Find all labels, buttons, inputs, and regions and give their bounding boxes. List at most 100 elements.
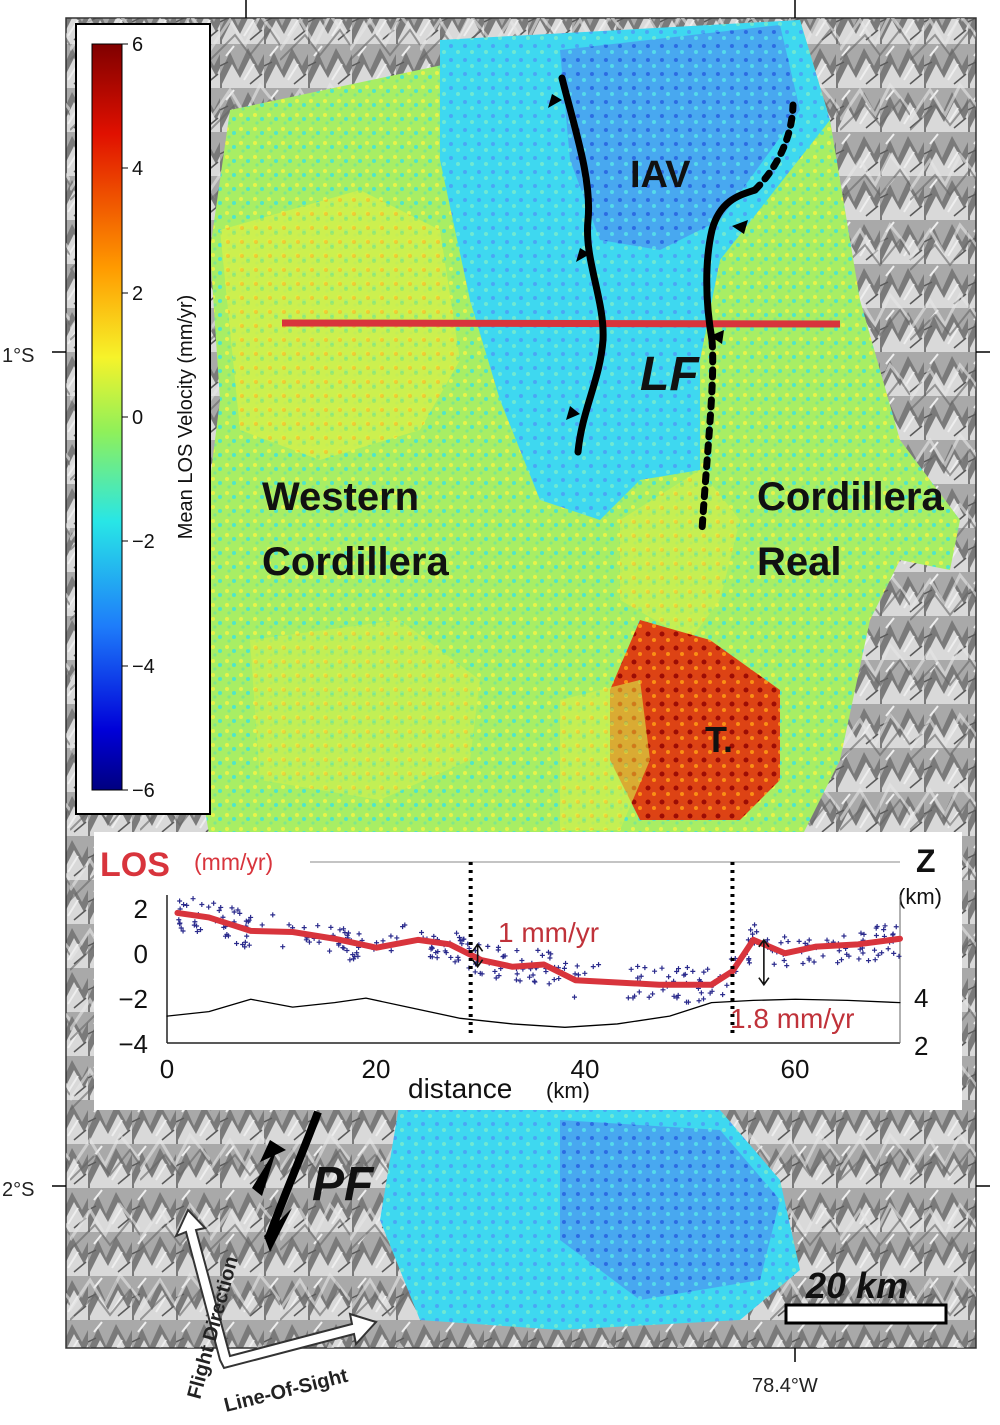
scatter-point <box>194 929 200 935</box>
scatter-point <box>514 971 520 977</box>
scatter-point <box>280 944 286 950</box>
label-western-cordillera: Cordillera <box>262 540 449 584</box>
scatter-point <box>199 901 205 907</box>
scatter-point <box>646 994 652 1000</box>
scatter-point <box>374 940 380 946</box>
y-tick: 0 <box>134 939 148 969</box>
scatter-point <box>477 970 483 976</box>
x-tick: 40 <box>571 1054 600 1084</box>
scatter-point <box>237 910 243 916</box>
fault-traces <box>558 74 797 534</box>
scatter-point <box>244 933 250 939</box>
scatter-point <box>885 946 891 952</box>
scatter-point <box>428 946 434 952</box>
z-unit: (km) <box>898 884 942 909</box>
offset-arrow <box>471 942 484 969</box>
scatter-point <box>896 953 902 959</box>
scale-bar-label: 20 km <box>805 1265 908 1306</box>
scatter-point <box>782 934 788 940</box>
scatter-point <box>434 955 440 961</box>
scatter-point <box>674 995 680 1001</box>
thrust-teeth <box>548 94 748 420</box>
scatter-point <box>698 990 704 996</box>
scatter-point <box>709 988 715 994</box>
scatter-point <box>337 927 343 933</box>
scatter-point <box>556 976 562 982</box>
scatter-point <box>841 933 847 939</box>
scatter-point <box>452 959 458 965</box>
scatter-point <box>596 962 602 968</box>
scatter-point <box>316 939 322 945</box>
scatter-point <box>496 973 502 979</box>
scatter-point <box>771 961 777 967</box>
scatter-point <box>222 933 228 939</box>
scatter-point <box>879 950 885 956</box>
colorbar-tick: 4 <box>132 158 143 180</box>
scatter-point <box>242 944 248 950</box>
annotation-step-1: 1 mm/yr <box>498 917 599 948</box>
los-title: LOS <box>100 846 170 884</box>
scatter-point <box>660 987 666 993</box>
scatter-point <box>882 923 888 929</box>
scatter-point <box>380 938 386 944</box>
los-velocity-line <box>174 909 903 988</box>
scatter-point <box>632 993 638 999</box>
scatter-point <box>765 937 771 943</box>
pf-fault <box>252 1110 322 1252</box>
lf-fault-inferred <box>698 336 717 534</box>
scatter-point <box>893 924 899 930</box>
scatter-point <box>388 933 394 939</box>
geometry-arrows <box>174 1208 378 1370</box>
scatter-point <box>890 931 896 937</box>
scatter-point <box>435 949 441 955</box>
scatter-point <box>752 922 758 928</box>
scatter-point <box>836 948 842 954</box>
scatter-point <box>519 957 525 963</box>
scatter-point <box>551 977 557 983</box>
scatter-point <box>194 923 200 929</box>
western-fault <box>558 74 607 456</box>
scatter-point <box>701 969 707 975</box>
scatter-point <box>785 939 791 945</box>
scatter-point <box>806 955 812 961</box>
scatter-point <box>211 900 217 906</box>
scatter-point <box>547 955 553 961</box>
lat-label-2s: 2°S <box>2 1179 34 1201</box>
colorbar: 6 4 2 0 −2 −4 −6 Mean LOS Velocity (mm/y… <box>75 23 211 815</box>
scatter-point <box>431 933 437 939</box>
scatter-point <box>820 953 826 959</box>
scatter-point <box>350 952 356 958</box>
label-cordillera-real-1: Cordillera <box>757 475 944 519</box>
scatter-point <box>270 912 276 918</box>
scatter-point <box>178 925 184 931</box>
scatter-point <box>545 949 551 955</box>
scatter-point <box>231 909 237 915</box>
label-pf: PF <box>312 1158 375 1211</box>
scatter-point <box>561 965 567 971</box>
colorbar-tick: 0 <box>132 407 143 429</box>
scatter-point <box>625 995 631 1001</box>
scatter-point <box>485 943 491 949</box>
scatter-point <box>590 964 596 970</box>
scatter-point <box>176 917 182 923</box>
scatter-point <box>574 963 580 969</box>
y-tick: 2 <box>134 894 148 924</box>
scatter-point <box>778 940 784 946</box>
z-tick: 2 <box>914 1031 928 1061</box>
scatter-point <box>857 946 863 952</box>
scatter-point <box>724 982 730 988</box>
scatter-point <box>650 991 656 997</box>
scatter-point <box>802 940 808 946</box>
scatter-point <box>461 936 467 942</box>
flight-los-arrow-icon <box>174 1208 378 1370</box>
scatter-point <box>246 917 252 923</box>
scatter-point <box>539 952 545 958</box>
scatter-point <box>696 998 702 1004</box>
scatter-point <box>355 953 361 959</box>
profile-series <box>166 909 903 1028</box>
scatter-point <box>459 941 465 947</box>
colorbar-tick: 6 <box>132 34 143 56</box>
scatter-point <box>838 957 844 963</box>
scatter-point <box>652 968 658 974</box>
